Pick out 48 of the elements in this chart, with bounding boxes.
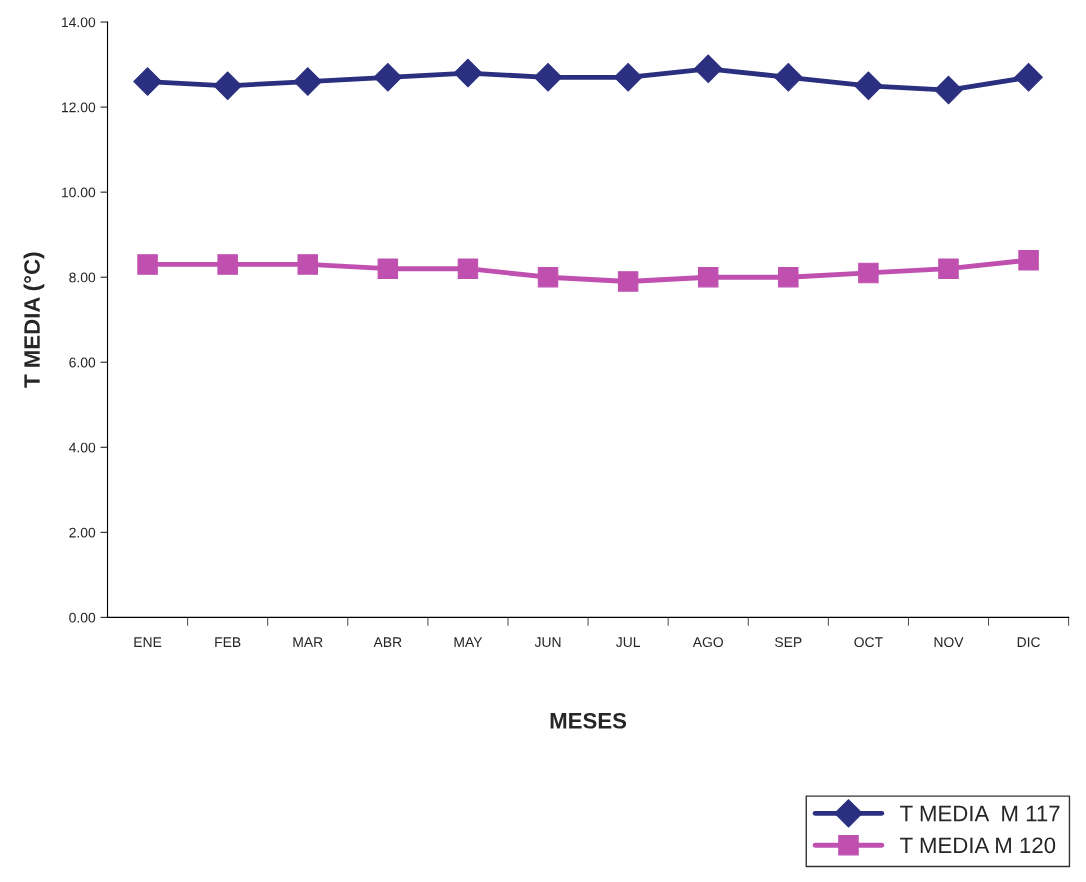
x-tick-label: JUN: [534, 637, 561, 648]
x-tick-label: FEB: [215, 637, 241, 647]
x-tick-label: AGO: [692, 637, 723, 648]
y-tick-label: 14.00: [62, 17, 96, 28]
x-tick-label: ABR: [373, 637, 402, 647]
y-tick-label: 0.00: [69, 612, 96, 623]
point: [697, 266, 719, 288]
point: [934, 75, 963, 105]
y-tick-label: 2.00: [69, 527, 96, 538]
point: [213, 71, 242, 101]
x-tick-label: NOV: [934, 637, 964, 648]
x-tick-label: ENE: [134, 637, 162, 647]
point: [537, 266, 559, 288]
x-tick-label: DIC: [1017, 637, 1041, 648]
legend-label: T MEDIA M 120: [900, 837, 1056, 854]
point: [617, 271, 639, 292]
y-tick-label: 10.00: [62, 187, 96, 198]
point: [377, 258, 399, 279]
x-tick-label: OCT: [854, 637, 883, 648]
y-tick-label: 12.00: [62, 102, 96, 113]
point: [137, 254, 158, 275]
x-tick-label: JUL: [615, 637, 640, 648]
point: [453, 58, 483, 88]
point: [373, 63, 403, 92]
point: [858, 262, 879, 284]
point: [693, 54, 723, 84]
legend-label: T MEDIA M 117: [900, 805, 1060, 822]
point: [1014, 63, 1043, 92]
point: [774, 63, 803, 92]
x-axis-title: MESES: [550, 712, 627, 729]
y-tick-label: 4.00: [69, 442, 96, 453]
point: [133, 67, 162, 96]
point: [854, 71, 883, 101]
point: [293, 67, 323, 96]
point: [457, 258, 479, 279]
x-tick-label: SEP: [775, 637, 802, 648]
y-tick-label: 6.00: [69, 357, 96, 368]
x-tick-label: MAY: [454, 637, 483, 647]
y-tick-label: 8.00: [69, 272, 96, 283]
point: [1018, 249, 1039, 271]
x-tick-label: MAR: [293, 637, 323, 647]
y-axis-title: T MEDIA (°C): [23, 252, 45, 388]
point: [778, 266, 799, 288]
point: [297, 254, 318, 275]
point: [613, 63, 643, 92]
point: [938, 258, 959, 279]
point: [533, 63, 563, 92]
point: [217, 254, 238, 275]
